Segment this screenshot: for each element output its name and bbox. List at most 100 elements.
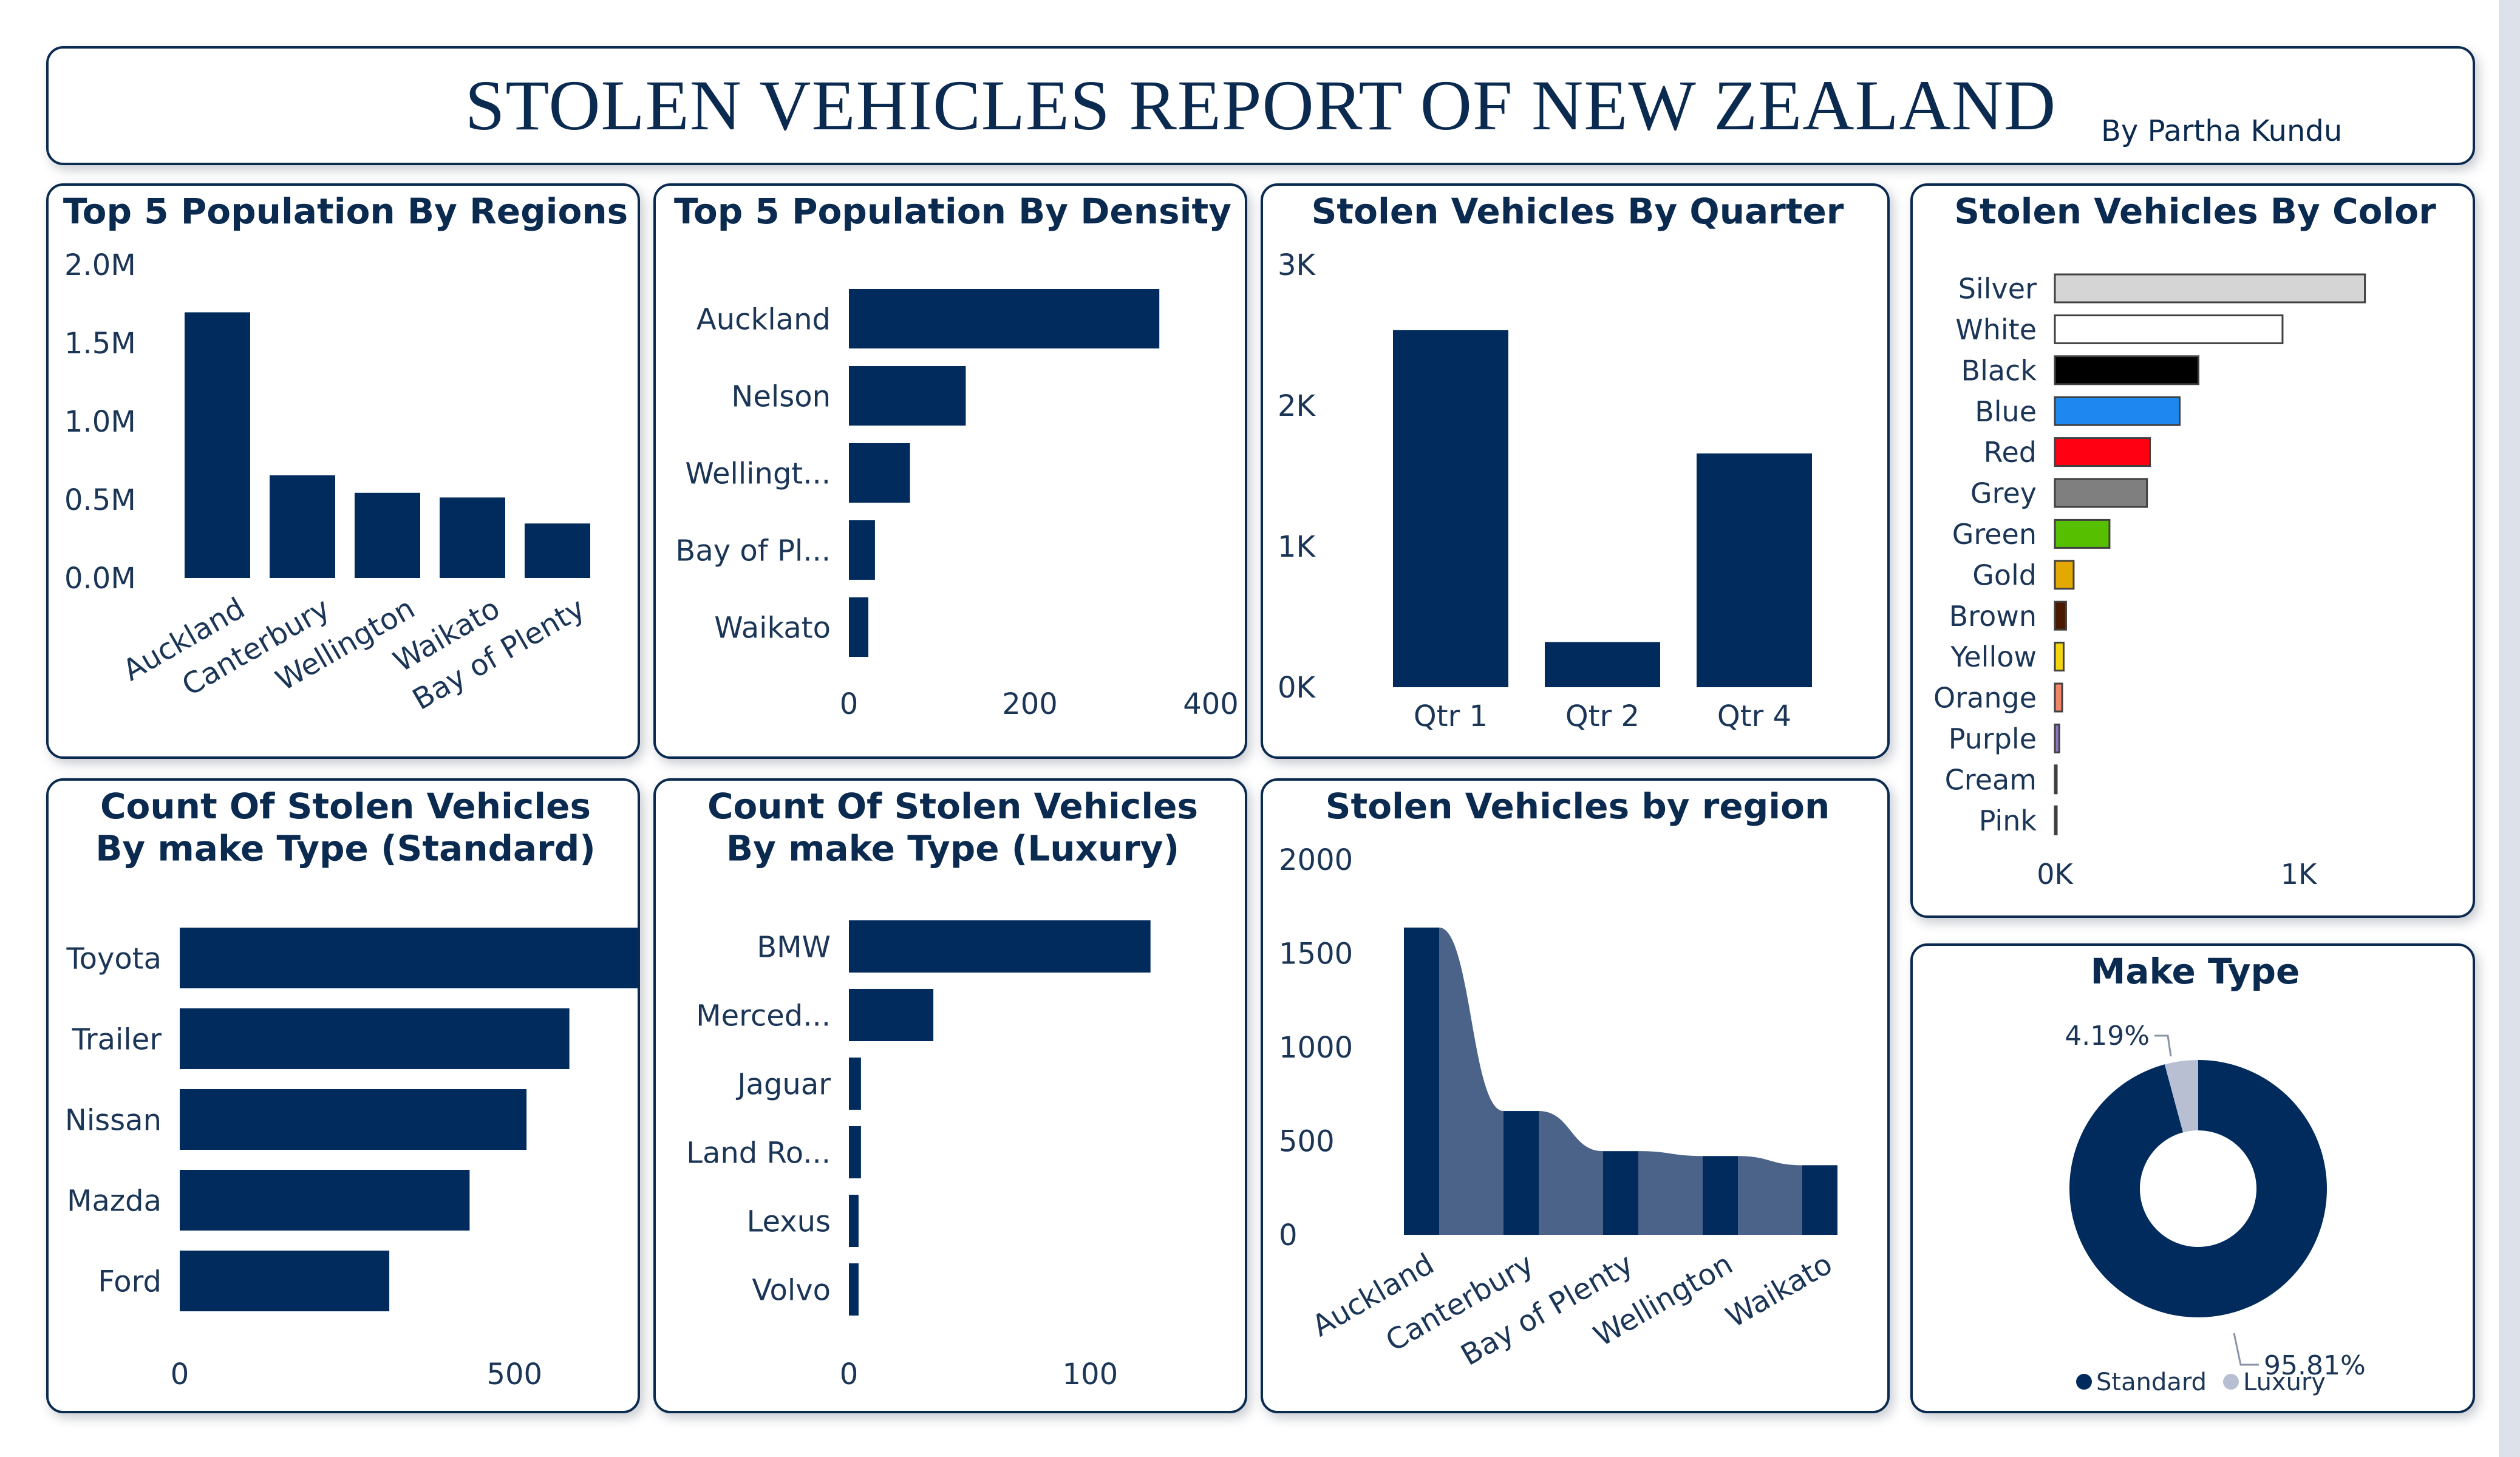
bar-purple	[2054, 723, 2060, 753]
y-tick-label: 0.0M	[64, 562, 136, 596]
x-tick-label: Qtr 4	[1717, 699, 1791, 733]
bar-bay-of-plenty	[525, 523, 590, 578]
y-tick-label: Toyota	[66, 942, 162, 976]
bar-canterbury	[270, 475, 335, 578]
y-tick-label: Volvo	[752, 1273, 831, 1307]
population-by-regions-card[interactable]: Top 5 Population By Regions 0.0M 0.5M 1.0M 1…	[46, 183, 640, 759]
make-type-card[interactable]: Make Type 95.81% 4.19% Standard Luxury	[1910, 943, 2475, 1413]
y-tick-label: Blue	[1975, 395, 2037, 428]
bar-volvo	[849, 1263, 859, 1316]
y-tick-label: Bay of Pl...	[675, 534, 831, 568]
chart-title: Stolen Vehicles by region	[1326, 786, 1830, 827]
x-tick-label: 0	[171, 1357, 189, 1391]
make-type-standard-card[interactable]: Count Of Stolen Vehicles By make Type (St…	[46, 778, 640, 1413]
y-tick-label: 0K	[1278, 671, 1316, 705]
y-tick-label: Jaguar	[735, 1067, 831, 1101]
stolen-by-color-card[interactable]: Stolen Vehicles By Color Silver White Black…	[1910, 183, 2475, 918]
bar-qtr-	[1697, 453, 1812, 687]
legend-label-luxury: Luxury	[2243, 1368, 2326, 1396]
y-tick-label: Auckland	[696, 302, 831, 336]
population-by-density-chart: Top 5 Population By Density Auckland Nelso…	[674, 191, 1239, 721]
bar-jaguar	[849, 1058, 861, 1110]
y-tick-label: 0.5M	[64, 483, 136, 517]
bar-nelson	[849, 366, 966, 426]
y-tick-label: Land Ro...	[686, 1136, 831, 1170]
bar-mazda	[180, 1170, 470, 1231]
y-tick-label: 2K	[1278, 389, 1316, 423]
bar-qtr-	[1393, 330, 1508, 687]
make-type-luxury-chart: Count Of Stolen Vehicles By make Type (Lu…	[686, 786, 1198, 1391]
bar-silver	[2054, 273, 2366, 304]
legend-label-standard: Standard	[2096, 1368, 2207, 1396]
y-tick-label: Lexus	[747, 1204, 831, 1238]
bar-pink	[2054, 805, 2058, 835]
chart-title: Stolen Vehicles By Color	[1954, 191, 2436, 232]
label-leader-luxury	[2154, 1034, 2172, 1057]
bar-auckland	[1404, 927, 1439, 1235]
slice-label-luxury: 4.19%	[2065, 1021, 2150, 1051]
bar-waikato	[440, 497, 505, 578]
bar-waikato	[849, 597, 869, 657]
y-tick-label: Nelson	[731, 379, 831, 413]
y-tick-label: Gold	[1972, 559, 2037, 591]
bar-waikato	[1802, 1165, 1837, 1235]
y-tick-label: 500	[1279, 1125, 1335, 1159]
x-tick-label: Bay of Plenty	[1455, 1247, 1639, 1373]
y-tick-label: Wellingt...	[685, 457, 831, 491]
y-tick-label: 0	[1279, 1218, 1298, 1252]
y-tick-label: Cream	[1945, 763, 2037, 796]
y-tick-label: 1500	[1279, 937, 1353, 971]
ribbon	[1539, 1111, 1603, 1235]
chart-title: Make Type	[2091, 951, 2300, 992]
bar-wellington	[355, 492, 420, 578]
bar-black	[2054, 355, 2199, 385]
x-tick-label: 1K	[2281, 858, 2318, 891]
y-tick-label: Waikato	[714, 611, 831, 645]
y-tick-label: Green	[1952, 518, 2037, 551]
bar-auckland	[185, 312, 250, 578]
bar-yellow	[2054, 642, 2065, 672]
y-tick-label: 1K	[1278, 530, 1316, 564]
x-tick-label: Waikato	[1720, 1247, 1838, 1334]
make-type-donut-chart: Make Type 95.81% 4.19% Standard Luxury	[2065, 951, 2366, 1396]
bar-ford	[180, 1251, 390, 1311]
bar-brown	[2054, 600, 2067, 631]
bar-lexus	[849, 1195, 859, 1247]
report-title: STOLEN VEHICLES REPORT OF NEW ZEALAND	[465, 66, 2057, 145]
bar-wellington	[1703, 1156, 1738, 1235]
make-type-standard-chart: Count Of Stolen Vehicles By make Type (St…	[65, 786, 638, 1391]
stolen-by-quarter-card[interactable]: Stolen Vehicles By Quarter 0K 1K 2K 3K Qtr 1 Q…	[1261, 183, 1890, 759]
y-tick-label: Brown	[1949, 600, 2037, 633]
y-tick-label: Black	[1961, 354, 2037, 387]
chart-title: Count Of Stolen Vehicles By make Type (Lu…	[707, 786, 1198, 869]
y-tick-label: Orange	[1933, 682, 2037, 715]
bar-nissan	[180, 1089, 527, 1150]
stolen-by-region-chart: Stolen Vehicles by region 0 500 1000 1500 200…	[1279, 786, 1838, 1373]
x-tick-label: Qtr 2	[1565, 699, 1640, 733]
chart-title: Count Of Stolen Vehicles By make Type (St…	[95, 786, 596, 869]
bar-bay-of-plenty	[1603, 1151, 1638, 1235]
chart-title: Top 5 Population By Density	[674, 191, 1231, 232]
x-tick-label: 400	[1183, 687, 1239, 721]
make-type-luxury-card[interactable]: Count Of Stolen Vehicles By make Type (Lu…	[653, 778, 1247, 1413]
bar-toyota	[180, 928, 638, 988]
bar-red	[2054, 437, 2151, 467]
y-tick-label: Nissan	[65, 1103, 162, 1137]
bar-green	[2054, 518, 2111, 549]
population-by-density-card[interactable]: Top 5 Population By Density Auckland Nelso…	[653, 183, 1247, 759]
y-tick-label: BMW	[757, 930, 831, 964]
chart-title: Top 5 Population By Regions	[63, 191, 628, 232]
y-tick-label: 1.0M	[64, 405, 136, 439]
stolen-by-region-card[interactable]: Stolen Vehicles by region 0 500 1000 1500 200…	[1261, 778, 1890, 1413]
bar-grey	[2054, 478, 2148, 508]
report-header: STOLEN VEHICLES REPORT OF NEW ZEALAND By…	[46, 46, 2475, 165]
slice-standard	[2069, 1060, 2327, 1317]
x-tick-label: 0	[840, 1357, 859, 1391]
stolen-by-color-chart: Stolen Vehicles By Color Silver White Black…	[1933, 191, 2436, 891]
slice-label-standard: 95.81%	[2264, 1350, 2366, 1381]
y-tick-label: 2000	[1279, 843, 1353, 877]
ribbon	[1439, 927, 1503, 1235]
y-tick-label: Yellow	[1950, 640, 2037, 673]
y-tick-label: Mazda	[67, 1184, 162, 1218]
bar-wellingt-	[849, 443, 910, 503]
